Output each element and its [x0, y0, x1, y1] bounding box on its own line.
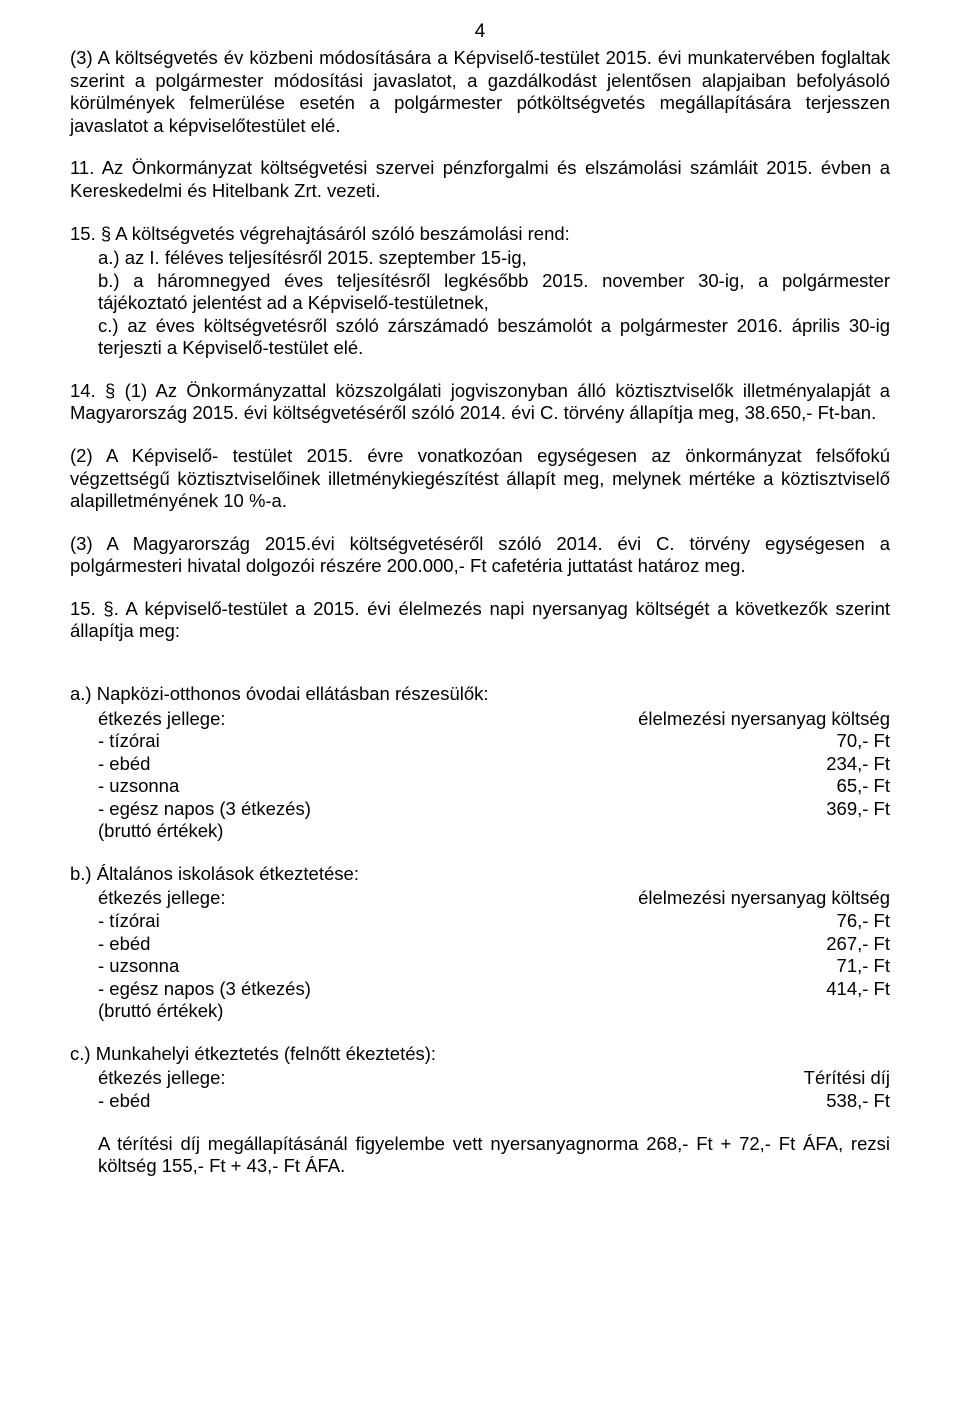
- meals-b-footer: (bruttó értékek): [98, 1000, 890, 1023]
- meal-label: - ebéd: [98, 933, 150, 956]
- meal-label: - egész napos (3 étkezés): [98, 978, 311, 1001]
- meals-b-row: - uzsonna 71,- Ft: [98, 955, 890, 978]
- meal-value: 65,- Ft: [837, 775, 890, 798]
- meals-b-title: b.) Általános iskolások étkeztetése:: [70, 863, 890, 886]
- closing-note: A térítési díj megállapításánál figyelem…: [98, 1133, 890, 1178]
- meals-c-header: étkezés jellege: Térítési díj: [98, 1067, 890, 1090]
- meal-value: 538,- Ft: [826, 1090, 890, 1113]
- section-15-list: a.) az I. féléves teljesítésről 2015. sz…: [98, 247, 890, 360]
- meal-value: 70,- Ft: [837, 730, 890, 753]
- meal-value: 267,- Ft: [826, 933, 890, 956]
- meals-section-a: a.) Napközi-otthonos óvodai ellátásban r…: [70, 683, 890, 843]
- section-15-item-c: c.) az éves költségvetésről szóló zárszá…: [98, 315, 890, 360]
- meals-a-footer: (bruttó értékek): [98, 820, 890, 843]
- paragraph-3: (3) A költségvetés év közbeni módosításá…: [70, 47, 890, 137]
- page-number: 4: [70, 20, 890, 43]
- meals-c-title: c.) Munkahelyi étkeztetés (felnőtt ékezt…: [70, 1043, 890, 1066]
- meal-value: 369,- Ft: [826, 798, 890, 821]
- section-14-3: (3) A Magyarország 2015.évi költségvetés…: [70, 533, 890, 578]
- meals-b-header-left: étkezés jellege:: [98, 887, 226, 910]
- meals-c-header-left: étkezés jellege:: [98, 1067, 226, 1090]
- meal-label: - uzsonna: [98, 775, 179, 798]
- meals-b-row: - tízórai 76,- Ft: [98, 910, 890, 933]
- meals-a-header: étkezés jellege: élelmezési nyersanyag k…: [98, 708, 890, 731]
- section-14-1: 14. § (1) Az Önkormányzattal közszolgála…: [70, 380, 890, 425]
- section-14-2: (2) A Képviselő- testület 2015. évre von…: [70, 445, 890, 513]
- section-11: 11. Az Önkormányzat költségvetési szerve…: [70, 157, 890, 202]
- meal-label: - uzsonna: [98, 955, 179, 978]
- meals-b-row: - egész napos (3 étkezés) 414,- Ft: [98, 978, 890, 1001]
- meals-a-header-right: élelmezési nyersanyag költség: [638, 708, 890, 731]
- meal-value: 234,- Ft: [826, 753, 890, 776]
- meals-b-row: - ebéd 267,- Ft: [98, 933, 890, 956]
- meal-value: 76,- Ft: [837, 910, 890, 933]
- meal-label: - egész napos (3 étkezés): [98, 798, 311, 821]
- meals-a-row: - ebéd 234,- Ft: [98, 753, 890, 776]
- meal-label: - ebéd: [98, 1090, 150, 1113]
- document-page: 4 (3) A költségvetés év közbeni módosítá…: [0, 0, 960, 1238]
- section-15-item-a: a.) az I. féléves teljesítésről 2015. sz…: [98, 247, 890, 270]
- meals-section-c: c.) Munkahelyi étkeztetés (felnőtt ékezt…: [70, 1043, 890, 1113]
- meal-label: - tízórai: [98, 910, 160, 933]
- meals-c-row: - ebéd 538,- Ft: [98, 1090, 890, 1113]
- meals-a-header-left: étkezés jellege:: [98, 708, 226, 731]
- meals-a-title: a.) Napközi-otthonos óvodai ellátásban r…: [70, 683, 890, 706]
- meals-a-row: - uzsonna 65,- Ft: [98, 775, 890, 798]
- section-15: 15. § A költségvetés végrehajtásáról szó…: [70, 223, 890, 360]
- meals-c-header-right: Térítési díj: [804, 1067, 890, 1090]
- meals-section-b: b.) Általános iskolások étkeztetése: étk…: [70, 863, 890, 1023]
- meals-b-header-right: élelmezési nyersanyag költség: [638, 887, 890, 910]
- meals-a-row: - egész napos (3 étkezés) 369,- Ft: [98, 798, 890, 821]
- meals-a-row: - tízórai 70,- Ft: [98, 730, 890, 753]
- section-15-lead: 15. § A költségvetés végrehajtásáról szó…: [70, 223, 890, 246]
- meal-label: - ebéd: [98, 753, 150, 776]
- meals-b-header: étkezés jellege: élelmezési nyersanyag k…: [98, 887, 890, 910]
- meal-value: 414,- Ft: [826, 978, 890, 1001]
- meal-value: 71,- Ft: [837, 955, 890, 978]
- section-15-item-b: b.) a háromnegyed éves teljesítésről leg…: [98, 270, 890, 315]
- meal-label: - tízórai: [98, 730, 160, 753]
- section-15b-lead: 15. §. A képviselő-testület a 2015. évi …: [70, 598, 890, 643]
